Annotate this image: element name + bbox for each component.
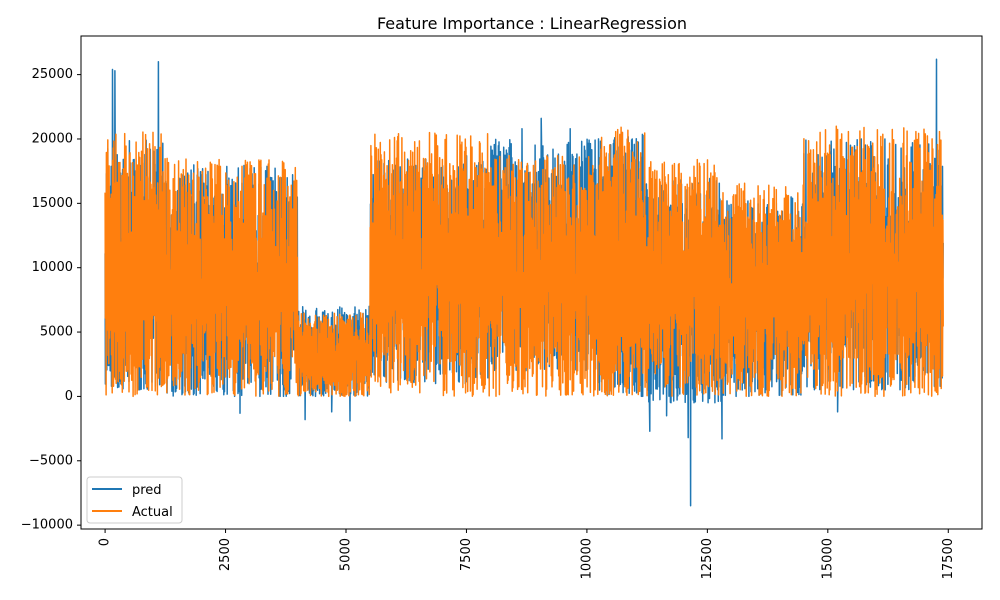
y-tick-label: 25000 xyxy=(32,67,73,82)
y-axis: −10000 −5000 0 5000 10000 15000 20000 25000 xyxy=(21,67,81,533)
x-tick-label: 15000 xyxy=(820,538,835,579)
series-layer xyxy=(104,58,944,507)
x-tick-label: 7500 xyxy=(459,538,474,571)
y-tick-label: −10000 xyxy=(21,518,73,533)
chart-title: Feature Importance : LinearRegression xyxy=(377,14,687,33)
legend: pred Actual xyxy=(86,476,183,524)
x-tick-label: 12500 xyxy=(700,538,715,579)
x-tick-label: 0 xyxy=(98,538,113,546)
series-line-actual xyxy=(104,125,944,398)
plot-frame xyxy=(80,35,983,530)
y-tick-label: 5000 xyxy=(40,325,73,340)
x-tick-label: 5000 xyxy=(339,538,354,571)
x-axis: 0 2500 5000 7500 10000 12500 15000 17500 xyxy=(98,529,956,579)
y-tick-label: 20000 xyxy=(32,131,73,146)
y-tick-label: 15000 xyxy=(32,196,73,211)
x-tick-label: 2500 xyxy=(218,538,233,571)
x-tick-label: 17500 xyxy=(941,538,956,579)
x-tick-label: 10000 xyxy=(579,538,594,579)
legend-label-actual: Actual xyxy=(132,505,173,520)
y-tick-label: 0 xyxy=(65,389,73,404)
legend-label-pred: pred xyxy=(132,483,162,498)
plot-area xyxy=(80,35,983,530)
y-tick-label: 10000 xyxy=(32,260,73,275)
y-tick-label: −5000 xyxy=(29,453,73,468)
